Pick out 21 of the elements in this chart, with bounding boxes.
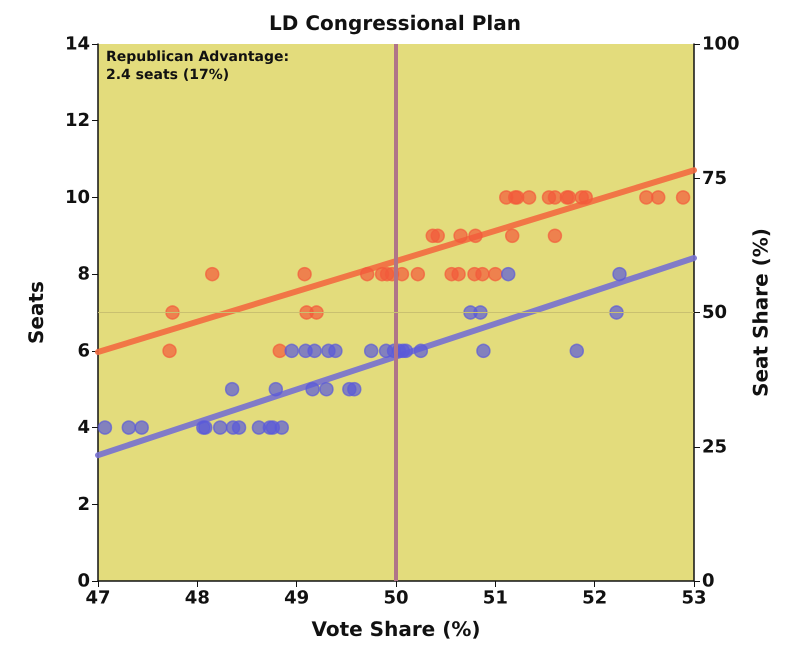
- x-tick-label: 48: [184, 588, 210, 608]
- y-tick-label: 4: [77, 417, 90, 438]
- x-tick-label: 50: [383, 588, 409, 608]
- x-tick-label: 49: [284, 588, 310, 608]
- y2-tick-label: 75: [702, 168, 728, 189]
- y2-tick-label: 100: [702, 34, 740, 54]
- chart-title: LD Congressional Plan: [269, 11, 521, 35]
- x-tick-label: 52: [582, 588, 608, 608]
- annotation: Republican Advantage: 2.4 seats (17%): [106, 49, 290, 83]
- y-tick-label: 10: [64, 186, 90, 208]
- y-tick-label: 8: [77, 264, 90, 285]
- x-axis-title: Vote Share (%): [311, 617, 481, 641]
- x-tick-label: 51: [482, 588, 508, 608]
- y2-tick-label: 50: [702, 302, 728, 323]
- y2-tick-label: 25: [702, 436, 728, 458]
- y-tick-label: 6: [77, 340, 90, 362]
- y2-axis-title: Seat Share (%): [748, 228, 772, 397]
- y-tick-label: 12: [64, 110, 90, 132]
- y-tick-label: 14: [64, 34, 90, 54]
- y-axis-title: Seats: [24, 281, 48, 344]
- y-tick-label: 2: [77, 494, 90, 515]
